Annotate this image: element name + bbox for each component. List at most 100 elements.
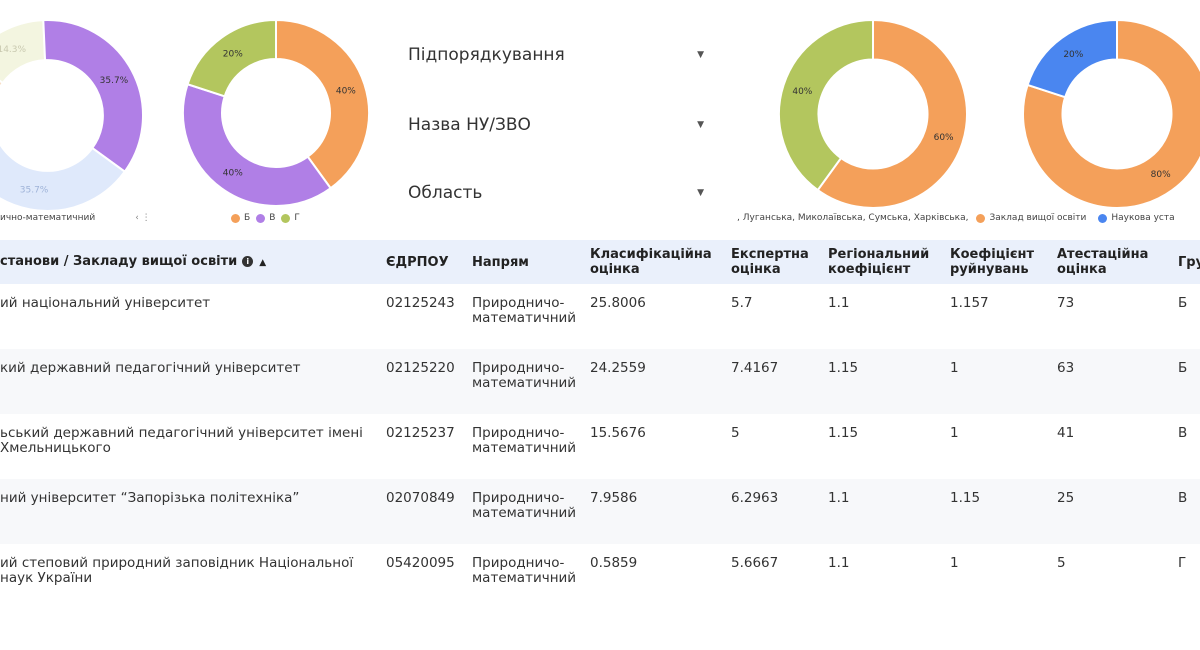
cell-class-score: 24.2559 (590, 360, 646, 376)
cell-expert-score: 7.4167 (731, 360, 779, 376)
legend-item-g[interactable]: Г (281, 213, 300, 223)
legend-item-b[interactable]: Б (231, 213, 250, 223)
filter-region[interactable]: Область ▼ (408, 173, 706, 213)
col-header-name[interactable]: станови / Закладу вищої освіти i ▲ (0, 240, 378, 284)
col-header-region-coef[interactable]: Регіональний коефіцієнт (828, 247, 930, 277)
legend-item-v[interactable]: В (256, 213, 275, 223)
slice-label: 20% (1063, 50, 1083, 60)
legend-item-label: Г (294, 213, 300, 223)
cell-region-coef: 1.1 (828, 295, 850, 311)
dot-icon (976, 213, 986, 223)
donut-slice[interactable] (816, 18, 968, 209)
cell-direction: Природничо-математичний (472, 295, 577, 326)
results-table: станови / Закладу вищої освіти i ▲ ЄДРПОУ … (0, 240, 1200, 609)
donut-slice[interactable] (186, 18, 277, 98)
cell-edrpou: 02070849 (386, 490, 455, 506)
table-row[interactable]: ний університет “Запорізька політехніка”… (0, 479, 1200, 544)
cell-attest-score: 41 (1057, 425, 1075, 441)
dot-icon (231, 213, 240, 223)
cell-destr-coef: 1 (950, 425, 959, 441)
legend-regions-text: , Луганська, Миколаївська, Сумська, Харк… (737, 213, 969, 223)
legend-pager-icon[interactable]: ‹ ⋮ (135, 213, 151, 223)
slice-label: 60% (934, 133, 954, 143)
col-header-group[interactable]: Гру (1178, 254, 1200, 270)
info-icon[interactable]: i (242, 255, 254, 267)
cell-name: ий національний університет (0, 295, 211, 311)
slice-label: 20% (223, 50, 243, 60)
dropdown-arrow-icon[interactable]: ▼ (697, 188, 704, 198)
legend-item-hei[interactable]: Заклад вищої освіти (976, 213, 1086, 223)
legend-direction: ично-математичний ‹ ⋮ (0, 213, 151, 223)
col-header-edrpou[interactable]: ЄДРПОУ (386, 254, 449, 270)
legend-group: Б В Г (231, 213, 306, 223)
filter-subordination[interactable]: Підпорядкування ▼ (408, 35, 706, 75)
cell-attest-score: 73 (1057, 295, 1075, 311)
cell-region-coef: 1.15 (828, 360, 859, 376)
filter-label: Підпорядкування (408, 45, 565, 65)
table-body: ий національний університет 02125243 Приро… (0, 284, 1200, 609)
legend-item-label: Наукова уста (1111, 213, 1175, 223)
col-header-expert-score[interactable]: Експертна оцінка (731, 247, 809, 277)
cell-name: кий державний педагогічний університет (0, 360, 301, 376)
table-row[interactable]: ьський державний педагогічний університе… (0, 414, 1200, 479)
slice-label: 40% (336, 86, 356, 96)
slice-label: 40% (792, 87, 812, 97)
cell-group: Г (1178, 555, 1187, 571)
donut-slice[interactable] (0, 59, 5, 141)
table-row[interactable]: кий державний педагогічний університет 02… (0, 349, 1200, 414)
cell-destr-coef: 1.15 (950, 490, 981, 506)
cell-attest-score: 5 (1057, 555, 1066, 571)
cell-class-score: 15.5676 (590, 425, 646, 441)
filter-institution-name[interactable]: Назва НУ/ЗВО ▼ (408, 105, 706, 145)
cell-group: Б (1178, 360, 1188, 376)
cell-name: ний університет “Запорізька політехніка” (0, 490, 300, 506)
donut-slice[interactable] (1026, 18, 1118, 99)
donut-slice[interactable] (1022, 18, 1200, 209)
donut-slice[interactable] (0, 130, 127, 212)
legend-region-subordination: , Луганська, Миколаївська, Сумська, Харк… (737, 213, 1181, 223)
legend-item-research[interactable]: Наукова уста (1098, 213, 1175, 223)
col-header-attest-score[interactable]: Атестаційна оцінка (1057, 247, 1149, 277)
donut-slice[interactable] (182, 83, 333, 207)
slice-label: 35.7% (20, 186, 49, 196)
legend-item-label: В (269, 213, 276, 223)
legend-item-label: Б (244, 213, 251, 223)
filter-label: Область (408, 183, 483, 203)
donut-slice[interactable] (275, 18, 370, 190)
cell-destr-coef: 1.157 (950, 295, 989, 311)
donut-slice[interactable] (778, 18, 874, 192)
donut-chart-subordination[interactable]: 80% 20% (1021, 18, 1200, 210)
cell-name: ий степовий природний заповідник Націона… (0, 555, 354, 586)
cell-name: ьський державний педагогічний університе… (0, 425, 363, 456)
table-row[interactable]: ий степовий природний заповідник Націона… (0, 544, 1200, 609)
cell-edrpou: 02125220 (386, 360, 455, 376)
donut-chart-region[interactable]: 60% 40% (777, 18, 969, 210)
cell-region-coef: 1.1 (828, 555, 850, 571)
slice-label: 14.3% (0, 45, 27, 55)
col-header-direction[interactable]: Напрям (472, 254, 529, 270)
table-row[interactable]: ий національний університет 02125243 Приро… (0, 284, 1200, 349)
cell-class-score: 0.5859 (590, 555, 638, 571)
dropdown-arrow-icon[interactable]: ▼ (697, 50, 704, 60)
slice-label: 40% (223, 168, 243, 178)
donut-chart-group[interactable]: 40% 40% 20% (181, 18, 371, 208)
sort-ascending-icon[interactable]: ▲ (259, 257, 267, 268)
results-table-container[interactable]: станови / Закладу вищої освіти i ▲ ЄДРПОУ … (0, 240, 1200, 650)
donut-chart-direction[interactable]: 14.3% 35.7% 35.7% (0, 18, 145, 213)
cell-class-score: 7.9586 (590, 490, 638, 506)
dropdown-arrow-icon[interactable]: ▼ (697, 120, 704, 130)
cell-expert-score: 6.2963 (731, 490, 779, 506)
dot-icon (1098, 213, 1108, 223)
col-header-label: станови / Закладу вищої освіти (0, 253, 238, 269)
cell-group: В (1178, 490, 1188, 506)
donut-slice[interactable] (42, 19, 144, 174)
slice-label: 35.7% (100, 76, 129, 86)
cell-expert-score: 5.6667 (731, 555, 779, 571)
dot-icon (281, 213, 291, 223)
col-header-destruction-coef[interactable]: Коефіцієнт руйнувань (950, 247, 1035, 277)
cell-destr-coef: 1 (950, 555, 959, 571)
dot-icon (256, 213, 266, 223)
legend-item-label: Заклад вищої освіти (989, 213, 1087, 223)
col-header-class-score[interactable]: Класифікаційна оцінка (590, 247, 712, 277)
slice-label: 80% (1151, 170, 1171, 180)
